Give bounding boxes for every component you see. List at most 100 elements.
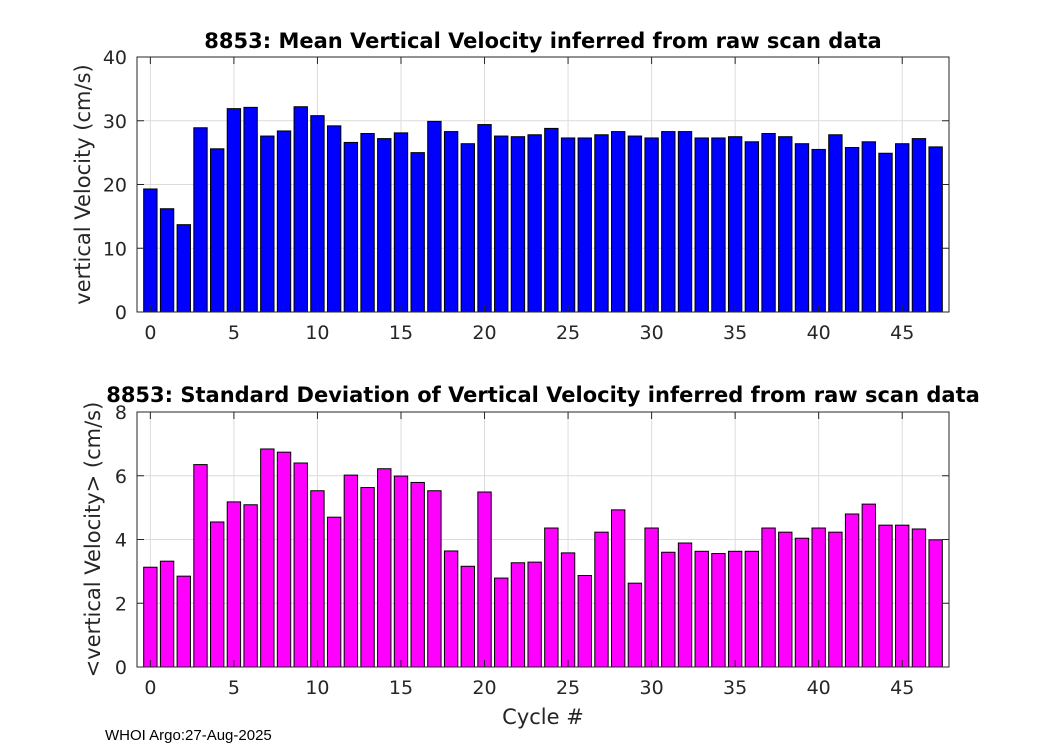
bar-cycle-30 <box>644 137 659 313</box>
bar-cycle-41 <box>828 134 843 313</box>
bar-cycle-33 <box>694 550 709 668</box>
bar-cycle-25 <box>560 137 576 313</box>
bar-cycle-37 <box>761 133 776 313</box>
bar-cycle-7 <box>260 135 275 313</box>
bar-cycle-27 <box>594 531 609 668</box>
bar-cycle-45 <box>895 143 910 313</box>
bar-cycle-10 <box>310 115 325 313</box>
x-tick-label: 30 <box>640 322 664 344</box>
bar-cycle-12 <box>343 474 359 668</box>
bar-cycle-39 <box>794 143 810 313</box>
bar-cycle-15 <box>393 132 409 313</box>
bar-cycle-37 <box>761 527 776 668</box>
y-tick-label: 0 <box>115 302 127 324</box>
bar-cycle-39 <box>794 537 810 668</box>
bar-cycle-17 <box>427 490 442 668</box>
bar-cycle-42 <box>844 147 860 313</box>
bar-cycle-14 <box>377 138 392 313</box>
bar-cycle-38 <box>778 531 793 668</box>
x-axis-label: Cycle # <box>502 705 584 729</box>
bar-cycle-36 <box>744 141 760 313</box>
bar-cycle-18 <box>443 131 459 313</box>
bar-cycle-40 <box>811 527 826 668</box>
bar-cycle-34 <box>711 137 726 313</box>
x-tick-label: 15 <box>389 322 413 344</box>
bar-cycle-16 <box>410 481 425 668</box>
bar-cycle-11 <box>326 125 342 313</box>
bar-cycle-1 <box>159 208 175 313</box>
bar-cycle-21 <box>494 577 509 668</box>
bar-cycle-47 <box>928 146 943 313</box>
y-tick-label: 20 <box>103 175 127 197</box>
y-tick-label: 40 <box>103 47 127 69</box>
bar-cycle-23 <box>527 561 542 668</box>
bar-cycle-1 <box>159 560 175 668</box>
bar-cycle-6 <box>243 504 258 668</box>
bar-cycle-44 <box>878 152 893 313</box>
bar-cycle-24 <box>544 527 559 668</box>
x-tick-label: 0 <box>144 322 156 344</box>
x-tick-label: 40 <box>807 322 831 344</box>
bar-cycle-40 <box>811 148 826 313</box>
x-tick-label: 0 <box>144 677 156 699</box>
bar-cycle-28 <box>611 131 626 313</box>
bar-cycle-46 <box>911 138 927 313</box>
bar-cycle-29 <box>627 582 643 668</box>
bar-cycle-19 <box>460 565 475 668</box>
chart-title: 8853: Standard Deviation of Vertical Vel… <box>106 383 980 407</box>
bar-cycle-8 <box>276 130 292 313</box>
y-axis-label: vertical Velocity (cm/s) <box>71 64 95 304</box>
y-tick-label: 6 <box>115 466 127 488</box>
bar-cycle-18 <box>443 550 459 668</box>
x-tick-label: 35 <box>723 677 747 699</box>
bar-cycle-35 <box>727 136 743 313</box>
bar-cycle-47 <box>928 539 943 668</box>
bar-cycle-22 <box>510 136 526 313</box>
bar-cycle-25 <box>560 552 576 668</box>
bar-cycle-24 <box>544 127 559 313</box>
y-tick-label: 0 <box>115 657 127 679</box>
bar-cycle-17 <box>427 120 442 313</box>
bar-cycle-29 <box>627 135 643 313</box>
y-tick-label: 2 <box>115 593 127 615</box>
bar-cycle-3 <box>193 127 208 313</box>
bar-cycle-45 <box>895 524 910 668</box>
bar-cycle-2 <box>176 224 191 313</box>
bar-cycle-43 <box>861 503 876 668</box>
bar-cycle-41 <box>828 531 843 668</box>
bar-cycle-5 <box>226 501 242 668</box>
bar-cycle-10 <box>310 490 325 668</box>
bar-cycle-13 <box>360 133 375 313</box>
bar-cycle-42 <box>844 513 860 668</box>
bar-cycle-30 <box>644 527 659 668</box>
bar-cycle-16 <box>410 152 425 313</box>
x-tick-label: 45 <box>890 677 914 699</box>
y-tick-label: 4 <box>115 530 127 552</box>
bar-cycle-44 <box>878 524 893 668</box>
bar-cycle-26 <box>577 137 592 313</box>
bar-cycle-35 <box>727 550 743 668</box>
x-tick-label: 15 <box>389 677 413 699</box>
bar-cycle-11 <box>326 516 342 668</box>
bar-cycle-9 <box>293 462 308 668</box>
bar-cycle-31 <box>661 131 676 313</box>
bar-cycle-15 <box>393 475 409 668</box>
x-tick-label: 10 <box>305 677 329 699</box>
x-tick-label: 10 <box>305 322 329 344</box>
chart-title: 8853: Mean Vertical Velocity inferred fr… <box>204 29 881 53</box>
x-tick-label: 25 <box>556 322 580 344</box>
x-tick-label: 5 <box>228 322 240 344</box>
bar-cycle-31 <box>661 551 676 668</box>
bar-cycle-27 <box>594 134 609 313</box>
bar-cycle-23 <box>527 134 542 313</box>
bar-cycle-32 <box>677 542 693 668</box>
bar-cycle-20 <box>477 491 492 668</box>
bar-cycle-38 <box>778 136 793 313</box>
bar-cycle-26 <box>577 575 592 668</box>
x-tick-label: 20 <box>472 677 496 699</box>
bar-cycle-3 <box>193 464 208 668</box>
bar-cycle-9 <box>293 106 308 313</box>
x-tick-label: 45 <box>890 322 914 344</box>
